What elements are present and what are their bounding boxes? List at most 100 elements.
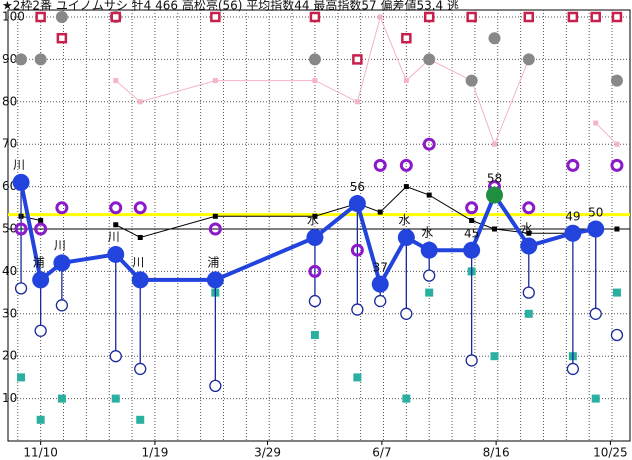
point <box>111 394 120 403</box>
point <box>32 271 50 289</box>
point <box>423 11 435 23</box>
point <box>312 213 318 219</box>
x-tick-label: 8/16 <box>483 446 510 460</box>
point <box>12 173 30 191</box>
point <box>15 53 28 66</box>
point <box>113 222 119 228</box>
point <box>107 245 125 263</box>
track-label: 浦 <box>207 255 219 269</box>
track-label: 川 <box>132 255 144 269</box>
x-tick-label: 11/10 <box>23 446 58 460</box>
point <box>420 241 438 259</box>
point <box>426 192 432 198</box>
point <box>212 213 218 219</box>
y-tick-label: 100 <box>2 10 25 24</box>
point <box>610 158 624 172</box>
y-tick-label: 40 <box>2 264 17 278</box>
point <box>310 331 319 339</box>
point <box>590 11 601 23</box>
point <box>610 328 624 342</box>
y-tick-label: 20 <box>2 349 17 363</box>
point <box>469 218 475 224</box>
point <box>209 379 222 393</box>
x-tick-label: 6/7 <box>372 446 391 460</box>
point <box>403 184 409 190</box>
point <box>485 186 503 204</box>
point <box>465 201 479 215</box>
point <box>591 394 600 403</box>
data-label: 37 <box>373 261 388 275</box>
point <box>348 195 366 213</box>
point <box>526 230 532 236</box>
point <box>109 350 122 363</box>
point <box>55 11 68 23</box>
point <box>465 354 478 367</box>
x-tick-label: 1/19 <box>141 446 168 460</box>
point <box>612 288 621 297</box>
point <box>17 373 26 382</box>
point <box>206 271 224 289</box>
point <box>312 78 318 84</box>
point <box>564 224 582 242</box>
y-tick-label: 70 <box>2 137 17 151</box>
point <box>57 394 66 403</box>
point <box>491 141 497 147</box>
data-label: 50 <box>588 206 603 220</box>
point <box>309 11 321 23</box>
data-label: 45 <box>464 227 479 241</box>
point <box>463 241 481 259</box>
point <box>614 141 620 147</box>
point <box>137 99 143 105</box>
point <box>136 415 145 424</box>
y-tick-label: 80 <box>2 94 17 108</box>
point <box>522 201 536 215</box>
point <box>567 11 579 23</box>
series-line <box>19 181 597 290</box>
data-label: 56 <box>350 180 365 194</box>
point <box>401 32 412 44</box>
plot-frame <box>7 9 631 442</box>
point <box>423 269 436 282</box>
point <box>490 352 499 361</box>
point <box>14 282 28 295</box>
point <box>425 288 434 297</box>
point <box>134 362 147 376</box>
point <box>523 11 535 23</box>
y-tick-label: 30 <box>2 306 17 320</box>
point <box>422 137 436 151</box>
point <box>610 74 623 87</box>
point <box>403 78 409 84</box>
point <box>131 271 149 289</box>
point <box>137 234 143 240</box>
point <box>520 237 538 255</box>
point <box>373 158 387 172</box>
point <box>589 307 602 320</box>
point <box>402 394 411 403</box>
point <box>587 220 605 238</box>
track-label: 川 <box>54 238 66 252</box>
point <box>55 299 69 312</box>
chart-title: ★2枠2番 ユイノムサシ 牡4 466 高松亮(56) 平均指数44 最高指数5… <box>2 0 459 13</box>
point <box>522 286 535 299</box>
point <box>56 32 68 44</box>
point <box>611 11 623 23</box>
point <box>399 158 413 172</box>
track-label: 水 <box>521 221 533 235</box>
point <box>522 53 535 66</box>
point <box>593 120 599 126</box>
point <box>377 209 383 215</box>
point <box>352 54 363 65</box>
point <box>109 201 123 215</box>
point <box>400 307 413 320</box>
track-label: 水 <box>307 213 319 227</box>
data-label: 49 <box>565 210 580 224</box>
track-label: 川 <box>108 230 120 244</box>
point <box>14 222 28 236</box>
y-tick-label: 90 <box>2 52 17 66</box>
point <box>524 309 533 318</box>
point <box>466 11 477 23</box>
data-label: 58 <box>487 172 502 186</box>
point <box>488 32 501 45</box>
point <box>133 201 147 215</box>
